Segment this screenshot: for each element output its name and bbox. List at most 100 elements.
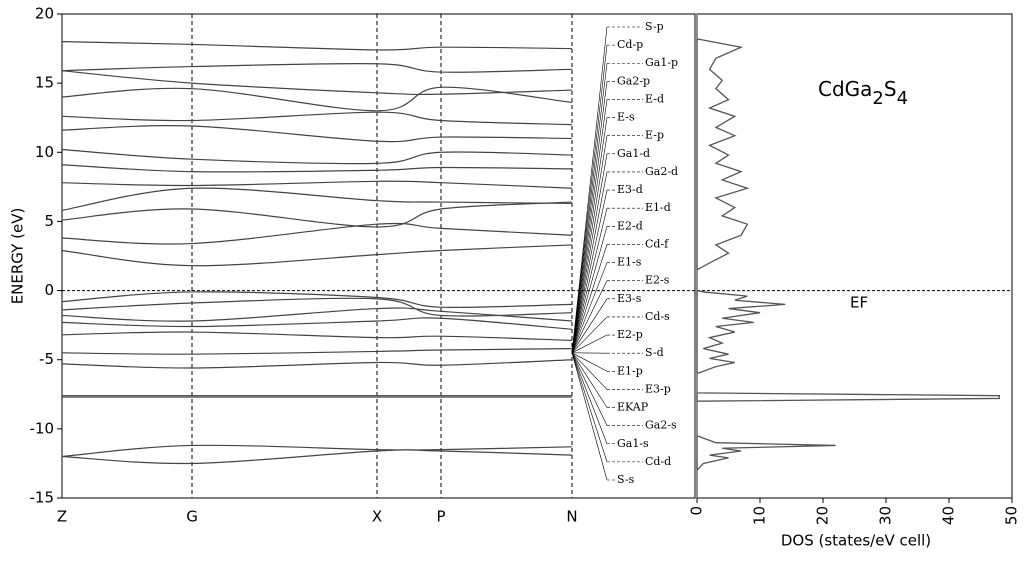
annotation-leader — [571, 352, 608, 390]
annotation-label: E3-p — [645, 382, 671, 395]
band — [61, 291, 573, 308]
annotation-label: S-p — [645, 20, 664, 33]
annotation-leader — [571, 135, 608, 353]
annotation-label: E2-s — [645, 274, 670, 287]
band — [61, 444, 573, 458]
annotation-leader — [571, 45, 608, 353]
annotation-label: Cd-p — [617, 38, 643, 51]
annotation-label: E-s — [617, 111, 635, 124]
x-tick-label: 10 — [751, 506, 769, 525]
band — [61, 125, 573, 143]
annotation-label: E3-s — [617, 292, 642, 305]
annotation-label: Ga2-p — [617, 74, 650, 87]
annotation-leader — [571, 316, 608, 354]
band — [61, 449, 573, 465]
annotation-leader — [571, 352, 608, 462]
annotation-label: Cd-f — [645, 237, 669, 250]
y-tick-label: 10 — [35, 143, 54, 161]
band — [61, 187, 573, 211]
band — [61, 244, 573, 267]
annotation-label: Ga1-d — [617, 147, 650, 160]
x-tick-label: P — [436, 508, 445, 526]
x-tick-label: G — [186, 508, 198, 526]
annotation-leader — [571, 171, 608, 353]
annotation-leader — [571, 153, 608, 353]
annotation-leader — [571, 208, 608, 353]
annotation-label: E2-d — [617, 219, 643, 232]
band — [61, 297, 573, 317]
band — [61, 86, 573, 112]
band — [61, 348, 573, 355]
band — [61, 148, 573, 165]
y-tick-label: 5 — [44, 212, 54, 230]
annotation-leader — [571, 99, 608, 353]
y-tick-label: 20 — [35, 5, 54, 23]
band — [61, 111, 573, 126]
annotation-label: S-d — [645, 346, 664, 359]
band — [61, 307, 573, 322]
annotation-leader — [571, 352, 608, 408]
band — [61, 359, 573, 369]
x-tick-label: Z — [57, 508, 67, 526]
x-tick-label: 50 — [1003, 506, 1021, 525]
annotation-leader — [571, 280, 608, 353]
x-tick-label: N — [566, 508, 577, 526]
annotation-leader — [571, 190, 608, 353]
annotation-leader — [571, 352, 608, 481]
x-tick-label: 40 — [940, 506, 958, 525]
y-tick-label: -10 — [30, 419, 55, 437]
annotation-leader — [571, 63, 608, 353]
x-tick-label: 30 — [877, 506, 895, 525]
annotation-label: Cd-d — [645, 455, 671, 468]
annotation-label: S-s — [617, 473, 635, 486]
plot-frame — [61, 13, 696, 499]
band — [61, 62, 573, 73]
y-tick-label: 15 — [35, 74, 54, 92]
x-tick-label: 20 — [814, 506, 832, 525]
x-tick-label: X — [372, 508, 382, 526]
annotation-label: Ga1-s — [617, 437, 649, 450]
annotation-leader — [571, 352, 608, 426]
band — [61, 164, 573, 173]
annotation-label: E3-d — [617, 183, 643, 196]
title-part: 2 — [872, 88, 883, 109]
band — [61, 201, 573, 228]
band — [61, 70, 573, 96]
title-part: S — [884, 77, 897, 101]
annotation-leader — [571, 117, 608, 353]
annotation-label: E-p — [645, 129, 664, 142]
dos-title: CdGa2S4 — [818, 77, 908, 110]
y-tick-label: -15 — [30, 489, 55, 507]
band — [61, 180, 573, 189]
annotation-label: EKAP — [617, 401, 649, 414]
title-part: 4 — [897, 88, 908, 109]
annotation-label: E-d — [645, 92, 664, 105]
annotation-leader — [571, 81, 608, 353]
annotation-label: Ga2-d — [645, 165, 678, 178]
annotation-label: Cd-s — [645, 310, 670, 323]
band — [61, 317, 573, 330]
band — [61, 331, 573, 341]
band — [61, 41, 573, 51]
y-tick-label: -5 — [39, 350, 54, 368]
annotation-leader — [571, 352, 608, 444]
fermi-label: EF — [850, 294, 868, 312]
x-axis-label: DOS (states/eV cell) — [781, 532, 931, 550]
y-tick-label: 0 — [44, 281, 54, 299]
annotation-leader — [571, 298, 608, 353]
dos-curve — [696, 14, 1001, 498]
annotation-label: Ga1-p — [645, 56, 678, 69]
annotation-leader — [571, 226, 608, 353]
band — [61, 222, 573, 245]
dos-frame — [696, 13, 1013, 499]
annotation-leader — [571, 26, 608, 353]
annotation-label: E1-s — [617, 256, 642, 269]
annotation-label: E1-d — [645, 201, 671, 214]
annotation-leader — [571, 244, 608, 353]
annotation-label: Ga2-s — [645, 419, 677, 432]
y-axis-label: ENERGY (eV) — [9, 208, 27, 305]
annotation-leader — [571, 262, 608, 353]
annotation-leader — [571, 352, 608, 372]
x-tick-label: 0 — [688, 506, 706, 516]
